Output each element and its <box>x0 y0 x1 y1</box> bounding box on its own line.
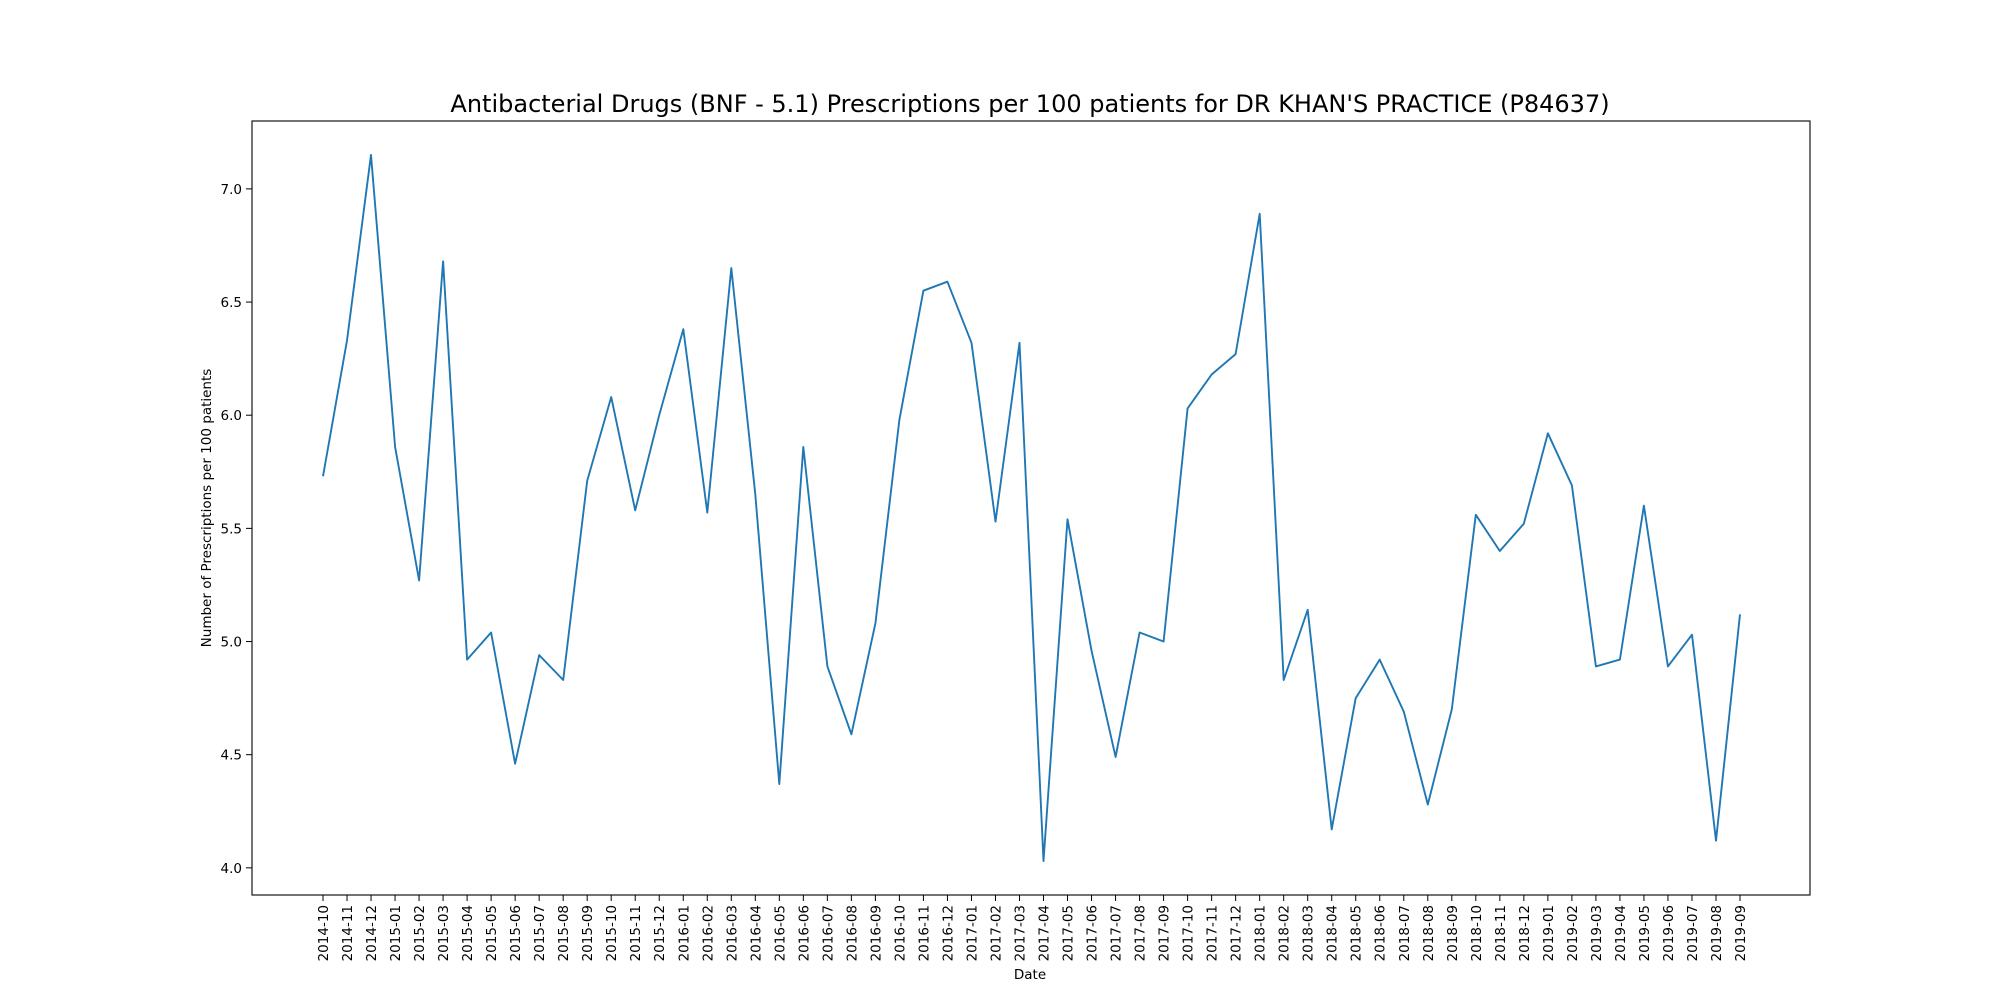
x-tick-label: 2016-09 <box>868 905 884 961</box>
x-axis: 2014-10 2014-11 2014-12 2015-01 2015-02 2015-… <box>316 895 1749 961</box>
x-tick-label: 2016-07 <box>820 905 836 961</box>
x-tick-label: 2016-12 <box>940 905 956 961</box>
x-tick-label: 2016-11 <box>916 905 932 961</box>
x-tick-label: 2015-11 <box>628 905 644 961</box>
x-tick-label: 2017-03 <box>1012 905 1028 961</box>
x-tick-label: 2016-10 <box>892 905 908 961</box>
x-tick-label: 2017-10 <box>1181 905 1197 961</box>
x-tick-label: 2014-10 <box>316 905 332 961</box>
x-tick-label: 2015-04 <box>460 905 476 961</box>
x-tick-label: 2018-08 <box>1421 905 1437 961</box>
x-tick-label: 2017-01 <box>964 905 980 961</box>
x-tick-label: 2019-08 <box>1709 905 1725 961</box>
y-axis: 4.0 4.5 5.0 5.5 6.0 6.5 7.0 <box>221 182 252 877</box>
x-tick-label: 2017-07 <box>1109 905 1125 961</box>
x-tick-label: 2019-05 <box>1637 905 1653 961</box>
x-tick-label: 2018-02 <box>1277 905 1293 961</box>
x-tick-label: 2015-07 <box>532 905 548 961</box>
x-tick-label: 2016-01 <box>676 905 692 961</box>
x-tick-label: 2018-01 <box>1253 905 1269 961</box>
x-axis-label: Date <box>1014 967 1046 983</box>
x-tick-label: 2017-02 <box>988 905 1004 961</box>
x-tick-label: 2015-09 <box>580 905 596 961</box>
x-tick-label: 2018-05 <box>1349 905 1365 961</box>
x-tick-label: 2016-05 <box>772 905 788 961</box>
x-tick-label: 2018-04 <box>1325 905 1341 961</box>
x-tick-label: 2017-11 <box>1205 905 1221 961</box>
x-tick-label: 2017-06 <box>1085 905 1101 961</box>
x-tick-label: 2016-02 <box>700 905 716 961</box>
x-tick-label: 2019-07 <box>1685 905 1701 961</box>
x-tick-label: 2019-01 <box>1541 905 1557 961</box>
x-tick-label: 2018-11 <box>1493 905 1509 961</box>
x-tick-label: 2018-12 <box>1517 905 1533 961</box>
x-tick-label: 2016-03 <box>724 905 740 961</box>
x-tick-label: 2015-03 <box>436 905 452 961</box>
y-tick-label: 5.5 <box>221 521 242 537</box>
y-tick-label: 7.0 <box>221 182 242 198</box>
series-line <box>322 153 1741 863</box>
x-tick-label: 2015-05 <box>484 905 500 961</box>
x-tick-label: 2015-10 <box>604 905 620 961</box>
x-tick-label: 2016-04 <box>748 905 764 961</box>
x-tick-label: 2016-06 <box>796 905 812 961</box>
x-tick-label: 2015-08 <box>556 905 572 961</box>
y-tick-label: 5.0 <box>221 635 242 651</box>
x-tick-label: 2015-12 <box>652 905 668 961</box>
x-tick-label: 2015-06 <box>508 905 524 961</box>
x-tick-label: 2019-06 <box>1661 905 1677 961</box>
y-tick-label: 6.0 <box>221 408 242 424</box>
x-tick-label: 2017-09 <box>1157 905 1173 961</box>
x-tick-label: 2017-08 <box>1133 905 1149 961</box>
x-tick-label: 2015-01 <box>388 905 404 961</box>
x-tick-label: 2019-09 <box>1733 905 1749 961</box>
x-tick-label: 2018-06 <box>1373 905 1389 961</box>
x-tick-label: 2018-07 <box>1397 905 1413 961</box>
x-tick-label: 2019-02 <box>1565 905 1581 961</box>
x-tick-label: 2018-09 <box>1445 905 1461 961</box>
x-tick-label: 2018-03 <box>1301 905 1317 961</box>
x-tick-label: 2019-03 <box>1589 905 1605 961</box>
y-axis-label: Number of Prescriptions per 100 patients <box>199 369 215 648</box>
x-tick-label: 2015-02 <box>412 905 428 961</box>
x-tick-label: 2019-04 <box>1613 905 1629 961</box>
y-tick-label: 4.0 <box>221 861 242 877</box>
x-tick-label: 2017-04 <box>1037 905 1053 961</box>
chart-title: Antibacterial Drugs (BNF - 5.1) Prescrip… <box>450 90 1609 118</box>
x-tick-label: 2016-08 <box>844 905 860 961</box>
plot-frame <box>251 120 1811 896</box>
x-tick-label: 2014-11 <box>340 905 356 961</box>
y-tick-label: 4.5 <box>221 748 242 764</box>
x-tick-label: 2017-12 <box>1229 905 1245 961</box>
y-tick-label: 6.5 <box>221 295 242 311</box>
x-tick-label: 2017-05 <box>1061 905 1077 961</box>
x-tick-label: 2018-10 <box>1469 905 1485 961</box>
x-tick-label: 2014-12 <box>364 905 380 961</box>
